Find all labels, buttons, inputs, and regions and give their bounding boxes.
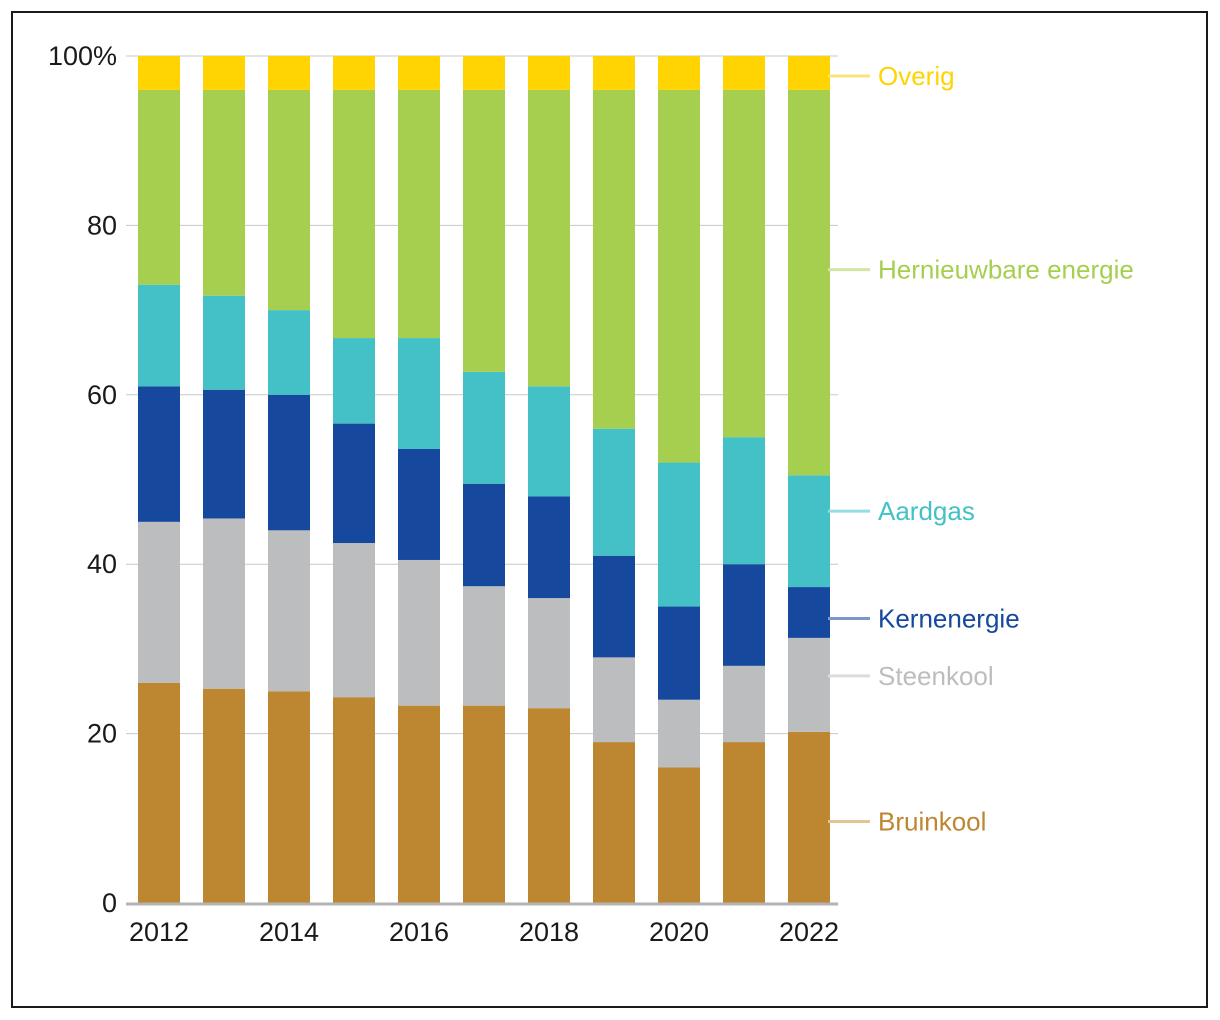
x-tick-label-2022: 2022 (779, 917, 839, 947)
legend-label-steenkool: Steenkool (878, 661, 994, 691)
bar-bruinkool-2022 (788, 731, 830, 903)
bar-hernieuwbare-energie-2021 (723, 89, 765, 438)
bar-kernenergie-2013 (203, 389, 245, 519)
bar-kernenergie-2021 (723, 564, 765, 666)
bar-overig-2020 (658, 56, 700, 90)
bar-hernieuwbare-energie-2018 (528, 89, 570, 387)
bar-aardgas-2014 (268, 310, 310, 395)
bar-aardgas-2013 (203, 295, 245, 390)
bar-bruinkool-2017 (463, 705, 505, 903)
bar-aardgas-2016 (398, 338, 440, 450)
bar-kernenergie-2022 (788, 587, 830, 638)
x-tick-label-2018: 2018 (519, 917, 579, 947)
bar-kernenergie-2020 (658, 606, 700, 700)
bar-hernieuwbare-energie-2012 (138, 89, 180, 285)
bar-hernieuwbare-energie-2013 (203, 89, 245, 296)
bar-steenkool-2019 (593, 657, 635, 743)
y-tick-label-20: 20 (87, 719, 117, 749)
bar-overig-2018 (528, 56, 570, 90)
bar-kernenergie-2018 (528, 496, 570, 599)
bar-aardgas-2019 (593, 428, 635, 556)
bar-bruinkool-2015 (333, 697, 375, 903)
y-tick-label-60: 60 (87, 380, 117, 410)
legend-label-overig: Overig (878, 61, 955, 91)
bar-kernenergie-2019 (593, 555, 635, 658)
bar-hernieuwbare-energie-2022 (788, 89, 830, 476)
bar-overig-2021 (723, 56, 765, 90)
bar-steenkool-2015 (333, 543, 375, 698)
bar-aardgas-2020 (658, 462, 700, 607)
y-tick-label-100: 100% (48, 41, 117, 71)
y-tick-label-80: 80 (87, 210, 117, 240)
bar-aardgas-2018 (528, 386, 570, 497)
bar-overig-2015 (333, 56, 375, 90)
bar-overig-2013 (203, 56, 245, 90)
bar-aardgas-2022 (788, 475, 830, 588)
bar-overig-2022 (788, 56, 830, 90)
x-tick-label-2014: 2014 (259, 917, 319, 947)
bar-hernieuwbare-energie-2017 (463, 89, 505, 372)
bar-bruinkool-2020 (658, 767, 700, 903)
bar-bruinkool-2014 (268, 691, 310, 903)
bar-hernieuwbare-energie-2016 (398, 89, 440, 339)
x-tick-label-2020: 2020 (649, 917, 709, 947)
bar-aardgas-2015 (333, 338, 375, 424)
bar-bruinkool-2021 (723, 742, 765, 903)
bar-steenkool-2021 (723, 665, 765, 743)
bar-hernieuwbare-energie-2019 (593, 89, 635, 429)
bar-hernieuwbare-energie-2020 (658, 89, 700, 463)
bar-kernenergie-2016 (398, 449, 440, 560)
bar-steenkool-2022 (788, 637, 830, 732)
bar-bruinkool-2019 (593, 742, 635, 903)
bars (138, 56, 830, 903)
bar-steenkool-2018 (528, 598, 570, 709)
bar-overig-2014 (268, 56, 310, 90)
bar-bruinkool-2012 (138, 682, 180, 903)
bar-steenkool-2017 (463, 586, 505, 706)
bar-overig-2016 (398, 56, 440, 90)
bar-overig-2017 (463, 56, 505, 90)
bar-kernenergie-2017 (463, 483, 505, 587)
bar-hernieuwbare-energie-2014 (268, 89, 310, 311)
bar-hernieuwbare-energie-2015 (333, 89, 375, 339)
legend-label-kernenergie: Kernenergie (878, 603, 1020, 633)
bar-steenkool-2013 (203, 518, 245, 689)
bar-bruinkool-2018 (528, 708, 570, 903)
bar-steenkool-2016 (398, 559, 440, 706)
bar-bruinkool-2013 (203, 688, 245, 903)
legend-label-aardgas: Aardgas (878, 496, 975, 526)
bar-kernenergie-2014 (268, 394, 310, 531)
legend-label-hernieuwbare-energie: Hernieuwbare energie (878, 255, 1134, 285)
bar-aardgas-2021 (723, 437, 765, 565)
bar-steenkool-2014 (268, 530, 310, 692)
x-tick-label-2012: 2012 (129, 917, 189, 947)
bar-overig-2012 (138, 56, 180, 90)
bar-steenkool-2012 (138, 521, 180, 683)
y-tick-label-0: 0 (102, 888, 117, 918)
legend-label-bruinkool: Bruinkool (878, 806, 986, 836)
axes: 0 20 40 60 80 100% 2012 2014 2016 2018 2020 2022 (48, 41, 839, 947)
x-tick-label-2016: 2016 (389, 917, 449, 947)
bar-overig-2019 (593, 56, 635, 90)
bar-aardgas-2017 (463, 371, 505, 484)
y-tick-label-40: 40 (87, 549, 117, 579)
bar-kernenergie-2015 (333, 423, 375, 544)
bar-aardgas-2012 (138, 284, 180, 387)
bar-bruinkool-2016 (398, 705, 440, 903)
bar-steenkool-2020 (658, 699, 700, 768)
bar-kernenergie-2012 (138, 386, 180, 522)
legend: Bruinkool Steenkool Kernenergie Aardgas Hern… (828, 61, 1134, 836)
